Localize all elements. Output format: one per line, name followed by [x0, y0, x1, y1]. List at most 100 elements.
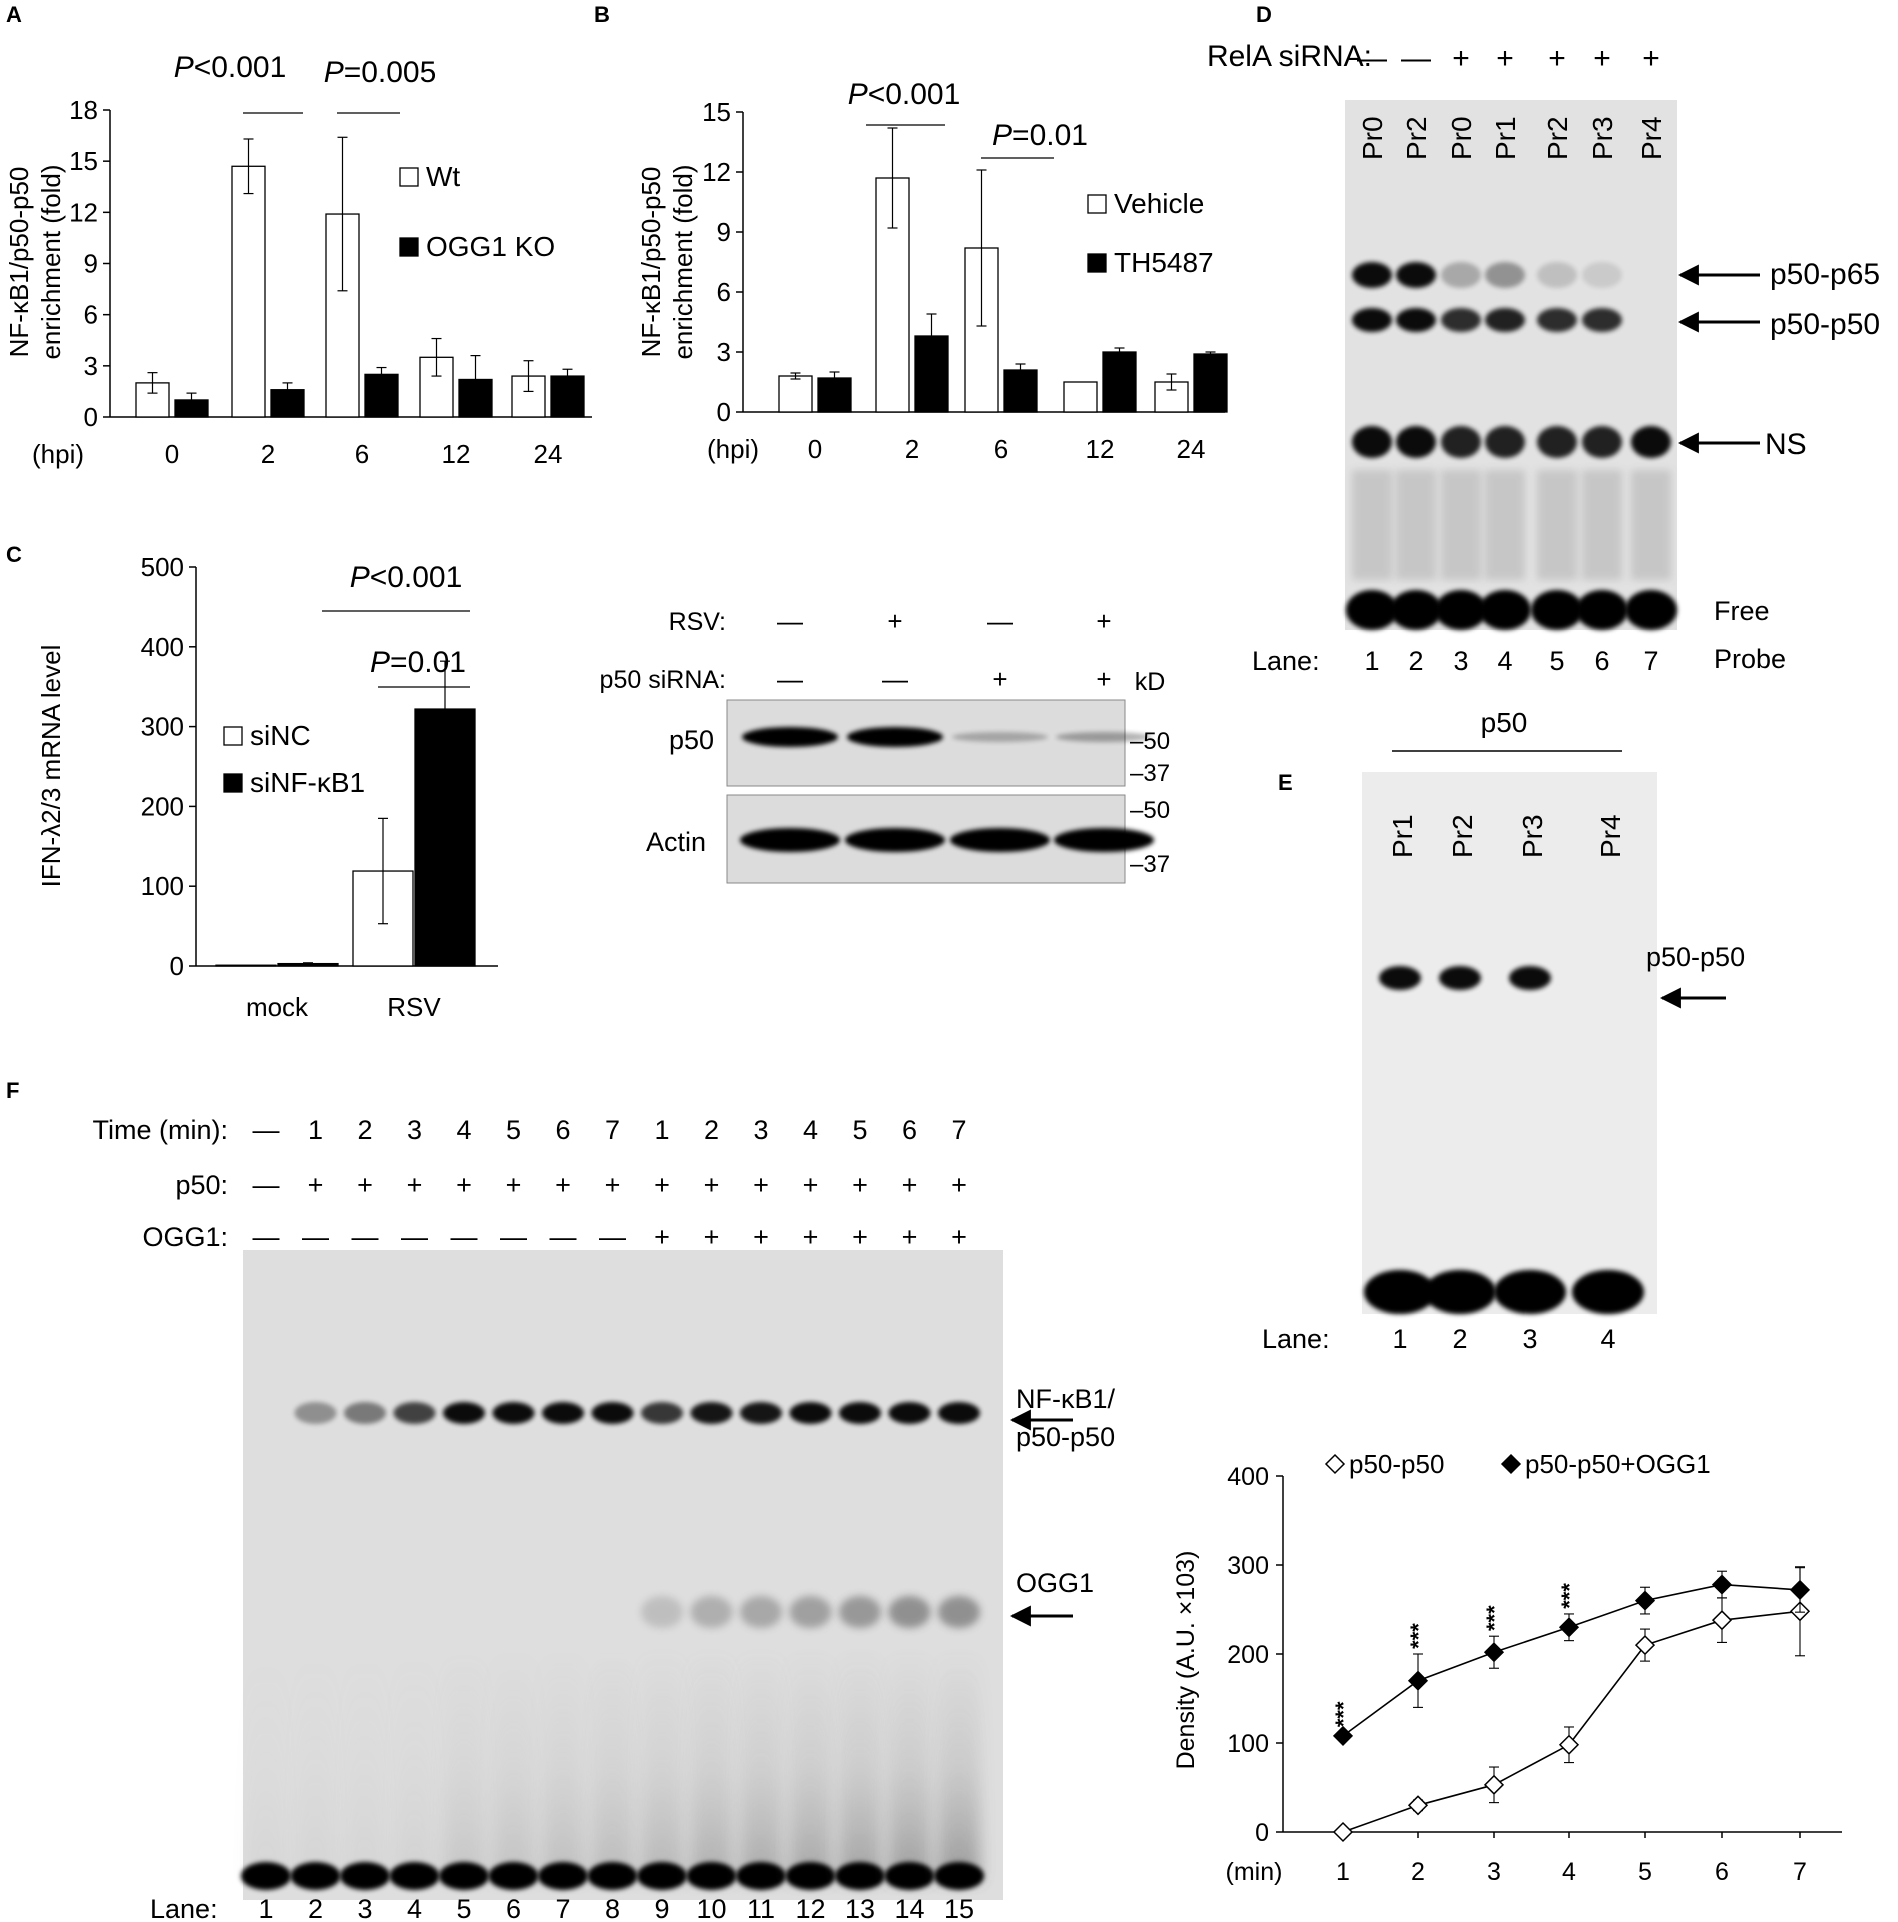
data-point-p50-p50-ogg1 — [1558, 1617, 1580, 1638]
gel-d-lane-number: 1 — [1364, 646, 1379, 676]
gel-f-lane-number: 4 — [407, 1894, 422, 1922]
y-tick-label: 12 — [702, 157, 731, 187]
gel-f-lane-number: 2 — [308, 1894, 323, 1922]
gel-d-band-p50-p65 — [1537, 262, 1577, 288]
gel-d-header-mark: + — [1642, 42, 1660, 75]
x-tick-label: mock — [246, 992, 309, 1022]
gel-e-lane-number: 2 — [1452, 1324, 1467, 1354]
gel-d-smear — [1441, 470, 1481, 580]
gel-f-band-p50-p50 — [839, 1402, 881, 1424]
x-axis-label: (hpi) — [32, 439, 84, 469]
gel-f-free-probe — [686, 1862, 737, 1890]
gel-f-ogg1-mark: — — [253, 1222, 280, 1252]
gel-d-header-mark: + — [1452, 42, 1470, 75]
gel-e-free-probe — [1572, 1270, 1644, 1314]
gel-f-lane-number: 8 — [605, 1894, 620, 1922]
y-tick-label: 12 — [69, 197, 98, 227]
blot-actin-band — [1054, 828, 1154, 852]
chart-a: 0 3 6 9 12 15 18 NF-κB1/p50-p50 enrichment (fold… — [4, 51, 592, 469]
y-tick-label: 400 — [1227, 1463, 1269, 1491]
legend-label: Vehicle — [1114, 188, 1204, 219]
significance-mark: *** — [1331, 1701, 1356, 1727]
gel-f-p50-mark: + — [803, 1170, 819, 1200]
gel-d-lane-number: 3 — [1453, 646, 1468, 676]
gel-e-probe-label: Pr3 — [1517, 814, 1548, 858]
blot-sirna-label: p50 siRNA: — [600, 666, 726, 694]
data-point-p50-p50-ogg1 — [1483, 1642, 1505, 1663]
x-tick-label: 24 — [1177, 434, 1206, 464]
y-tick-label: 100 — [1227, 1730, 1269, 1758]
y-tick-label: 0 — [170, 951, 184, 981]
data-point-p50-p50-ogg1 — [1789, 1579, 1811, 1600]
y-tick-label: 400 — [141, 632, 184, 662]
gel-f-lane-number: 3 — [357, 1894, 372, 1922]
gel-f-smear — [294, 1650, 337, 1880]
gel-f-time-label: Time (min): — [93, 1115, 229, 1145]
gel-f-lane-number: 5 — [456, 1894, 471, 1922]
y-axis-label: enrichment (fold) — [36, 164, 66, 359]
blot-bands — [740, 727, 1154, 852]
gel-d-probe-label: Pr4 — [1636, 116, 1667, 160]
gel-f-band1-label-line2: p50-p50 — [1016, 1422, 1115, 1452]
data-point-p50-p50 — [1407, 1795, 1429, 1816]
gel-f-free-probe — [587, 1862, 638, 1890]
x-tick-label: 2 — [905, 434, 919, 464]
gel-d-band-p50-p50 — [1352, 308, 1392, 332]
gel-f-smear — [492, 1650, 535, 1880]
gel-f-free-probe — [736, 1862, 786, 1890]
gel-d-lane-number: 2 — [1408, 646, 1423, 676]
gel-f-band1-label-line1: NF-κB1/ — [1016, 1384, 1116, 1414]
gel-f-p50-mark: + — [506, 1170, 522, 1200]
gel-f-ogg1-mark: — — [451, 1222, 478, 1252]
gel-f-p50-mark: + — [456, 1170, 472, 1200]
gel-d-smear — [1396, 470, 1436, 580]
gel-d-band-label-p50-p65: p50-p65 — [1770, 258, 1880, 291]
gel-f: Time (min): p50: OGG1: —1 2 3 4 5 6 7 1 2 3 4 5 6 7— +… — [93, 1115, 1116, 1922]
gel-f-smear — [789, 1650, 832, 1880]
blot-actin-band — [740, 828, 840, 852]
gel-f-band-ogg1 — [740, 1596, 782, 1628]
data-point-p50-p50-ogg1 — [1711, 1574, 1733, 1595]
y-axis-label: Density (A.U. ×103) — [1172, 1551, 1200, 1770]
gel-f-smear — [393, 1650, 436, 1880]
gel-e-band-p50-p50 — [1439, 966, 1481, 990]
y-tick-label: 3 — [84, 351, 98, 381]
gel-f-smear — [245, 1650, 287, 1880]
gel-f-p50-mark: + — [951, 1170, 967, 1200]
y-axis-label: NF-κB1/p50-p50 — [636, 167, 666, 358]
gel-f-lane-number: 13 — [845, 1894, 875, 1922]
legend-swatch — [399, 237, 419, 257]
gel-d-band-ns — [1582, 426, 1622, 458]
gel-e-bands — [1364, 966, 1644, 1314]
gel-d-bands — [1346, 262, 1677, 630]
gel-d-band-p50-p50 — [1582, 308, 1622, 332]
blot-kd-label: kD — [1135, 668, 1166, 696]
gel-f-band-ogg1 — [938, 1596, 980, 1628]
x-tick-label: 6 — [994, 434, 1008, 464]
gel-f-smear — [938, 1650, 980, 1880]
gel-f-band-ogg1 — [888, 1596, 931, 1628]
gel-e-lane-number: 1 — [1392, 1324, 1407, 1354]
gel-d-smear — [1631, 470, 1671, 580]
gel-f-time-mark: 6 — [902, 1115, 917, 1145]
gel-f-free-probe — [241, 1862, 291, 1890]
gel-e-lane-number: 4 — [1600, 1324, 1615, 1354]
gel-f-band-p50-p50 — [294, 1402, 337, 1424]
gel-f-free-probe — [439, 1862, 489, 1890]
legend-label: TH5487 — [1114, 247, 1214, 278]
y-axis-label: NF-κB1/p50-p50 — [4, 167, 34, 358]
gel-f-time-mark: 3 — [753, 1115, 768, 1145]
gel-f-lane-number: 12 — [795, 1894, 825, 1922]
bar-th5487 — [1193, 353, 1228, 413]
p-value-label: P=0.01 — [992, 119, 1088, 152]
gel-d-band-ns — [1352, 426, 1392, 458]
gel-d-probe-label: Probe — [1714, 644, 1786, 674]
gel-d-probe-label: Pr3 — [1587, 116, 1618, 160]
gel-f-free-probe — [835, 1862, 885, 1890]
gel-d-free-probe — [1346, 590, 1398, 630]
bar-wt — [231, 165, 266, 418]
blot-sirna-mark: + — [1096, 664, 1111, 694]
x-tick-label: 2 — [261, 439, 275, 469]
gel-f-time-mark: 5 — [506, 1115, 521, 1145]
chart-b: 0 3 6 9 12 15 NF-κB1/p50-p50 enrichment (fold) (… — [636, 78, 1228, 464]
